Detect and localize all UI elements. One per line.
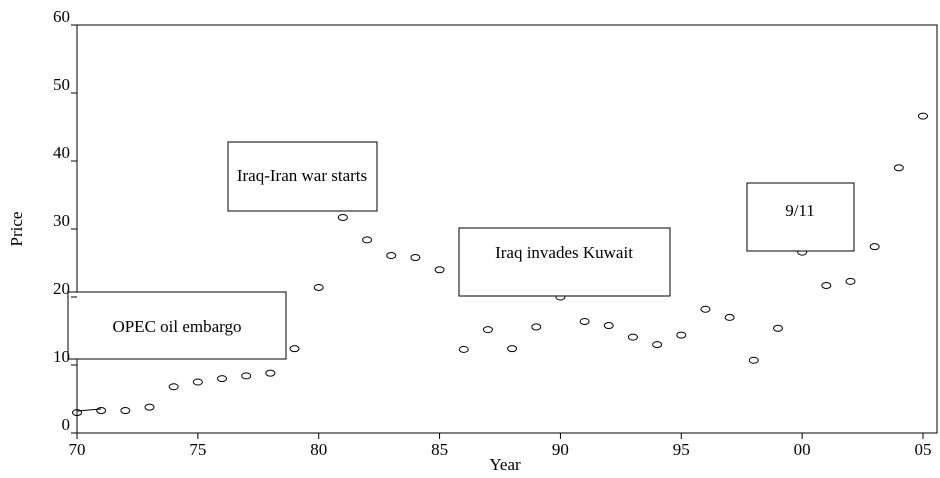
y-axis-label: Price xyxy=(7,212,26,247)
x-tick-label: 85 xyxy=(431,440,448,459)
point xyxy=(434,266,445,274)
x-tick-label: 90 xyxy=(552,440,569,459)
point xyxy=(579,317,590,325)
point xyxy=(531,323,542,331)
annotation-text: 9/11 xyxy=(785,201,815,220)
point xyxy=(168,383,179,391)
y-tick-label: 40 xyxy=(53,143,70,162)
annotation-box: OPEC oil embargo xyxy=(67,291,287,360)
point xyxy=(700,305,711,313)
y-tick-label: 60 xyxy=(53,7,70,26)
x-tick-label: 05 xyxy=(915,440,932,459)
annotation-box: Iraq invades Kuwait xyxy=(458,227,671,297)
x-tick-label: 70 xyxy=(69,440,86,459)
point xyxy=(724,313,735,321)
point xyxy=(192,378,203,386)
point xyxy=(96,407,107,415)
point xyxy=(652,341,663,349)
point xyxy=(337,213,348,221)
annotation-box: Iraq-Iran war starts xyxy=(227,141,378,212)
point xyxy=(748,356,759,364)
point xyxy=(603,322,614,330)
y-tick-label: 30 xyxy=(53,211,70,230)
point xyxy=(120,407,131,415)
x-tick-label: 80 xyxy=(310,440,327,459)
point xyxy=(507,345,518,353)
point xyxy=(627,333,638,341)
point xyxy=(821,281,832,289)
y-tick-label: 0 xyxy=(62,415,71,434)
point xyxy=(72,409,82,417)
y-tick-label: 50 xyxy=(53,75,70,94)
point xyxy=(772,324,783,332)
point xyxy=(482,326,493,334)
point xyxy=(362,236,373,244)
point xyxy=(217,375,228,383)
point xyxy=(410,254,421,262)
point xyxy=(386,252,397,260)
point xyxy=(918,112,928,120)
point xyxy=(458,345,469,353)
x-tick-label: 75 xyxy=(189,440,206,459)
y-tick-label: 10 xyxy=(53,347,70,366)
point xyxy=(869,243,880,251)
x-tick-label: 95 xyxy=(673,440,690,459)
point xyxy=(265,369,276,377)
point xyxy=(144,403,155,411)
point xyxy=(676,331,687,339)
annotation-text: Iraq invades Kuwait xyxy=(495,243,633,262)
x-tick-label: 00 xyxy=(794,440,811,459)
point xyxy=(313,283,324,291)
annotation-text: Iraq-Iran war starts xyxy=(237,166,367,185)
annotation-box: 9/11 xyxy=(746,182,855,252)
point xyxy=(241,372,252,380)
y-tick-label: 20 xyxy=(53,279,70,298)
point xyxy=(289,345,300,353)
annotation-text: OPEC oil embargo xyxy=(112,317,241,336)
point xyxy=(845,277,856,285)
point xyxy=(893,164,904,172)
x-axis-label: Year xyxy=(489,455,521,473)
